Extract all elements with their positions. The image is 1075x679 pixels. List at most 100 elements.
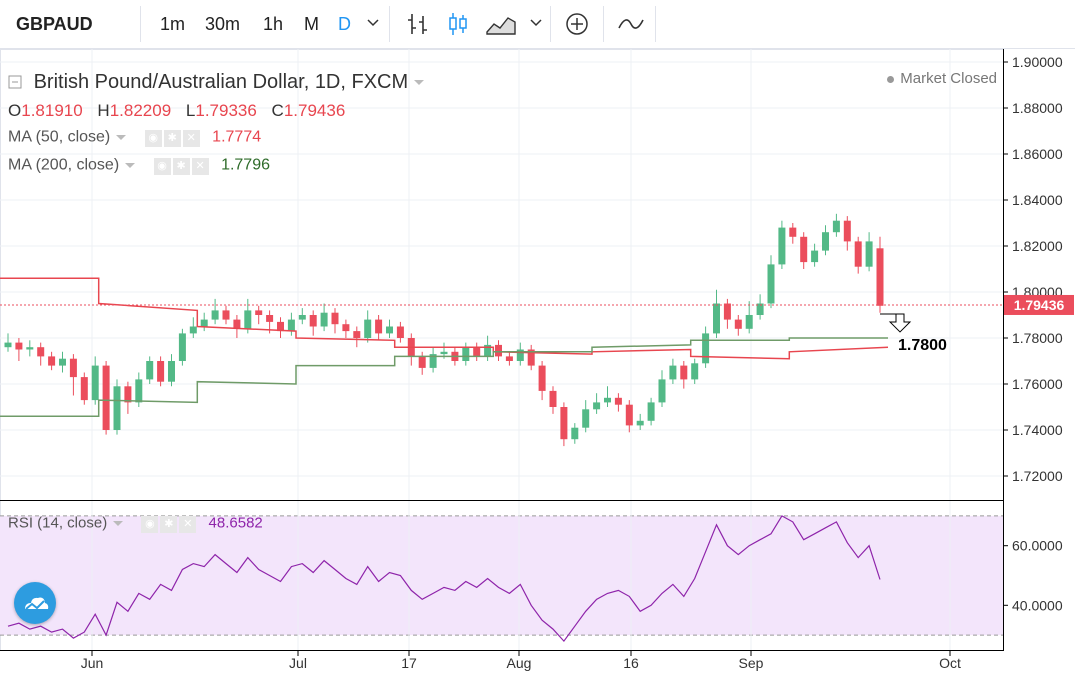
candle-body bbox=[876, 248, 884, 306]
bars-chart-type-icon[interactable] bbox=[405, 10, 431, 38]
candle-body bbox=[734, 319, 742, 329]
toolbar-divider bbox=[140, 6, 141, 42]
rsi-visibility-eye-icon[interactable]: ◉ bbox=[141, 516, 159, 533]
candle-body bbox=[625, 404, 633, 426]
candle-body bbox=[364, 319, 372, 338]
candle-body bbox=[309, 315, 317, 327]
add-comparison-plus-icon[interactable] bbox=[564, 10, 590, 38]
close-value: 1.79436 bbox=[283, 101, 346, 120]
candle-body bbox=[800, 236, 808, 263]
candle-body bbox=[593, 402, 601, 410]
candle-body bbox=[832, 220, 840, 233]
candle-body bbox=[713, 303, 720, 334]
price-tick-label: 1.72000 bbox=[1012, 468, 1063, 484]
market-status-text: Market Closed bbox=[900, 70, 997, 87]
ma200-settings-gear-icon[interactable]: ✱ bbox=[172, 158, 190, 175]
candle-body bbox=[527, 349, 535, 366]
candle-body bbox=[680, 365, 688, 380]
ma200-menu-caret-icon[interactable] bbox=[125, 163, 136, 168]
candle-body bbox=[789, 227, 797, 237]
candle-body bbox=[320, 312, 328, 327]
ma50-remove-close-icon[interactable]: ✕ bbox=[182, 130, 200, 147]
chart-type-dropdown-chevron-icon[interactable] bbox=[530, 18, 542, 28]
interval-1h-button[interactable]: 1h bbox=[263, 14, 284, 34]
candle-body bbox=[200, 319, 208, 327]
interval-d-button[interactable]: D bbox=[338, 14, 351, 34]
interval-m-button[interactable]: M bbox=[304, 14, 319, 34]
ma200-remove-close-icon[interactable]: ✕ bbox=[191, 158, 209, 175]
ma50-menu-caret-icon[interactable] bbox=[116, 135, 127, 140]
ma200-visibility-eye-icon[interactable]: ◉ bbox=[153, 158, 171, 175]
close-label: C bbox=[271, 101, 284, 120]
grid-lines bbox=[0, 49, 1003, 650]
ma50-visibility-eye-icon[interactable]: ◉ bbox=[144, 130, 162, 147]
rsi-settings-gear-icon[interactable]: ✱ bbox=[160, 516, 178, 533]
toolbar-divider bbox=[603, 6, 604, 42]
time-tick-label: Jul bbox=[289, 655, 307, 671]
price-tick-label: 1.88000 bbox=[1012, 100, 1063, 116]
price-chart-canvas[interactable]: 1.900001.880001.860001.840001.820001.800… bbox=[0, 49, 1075, 679]
ma50-label: MA (50, close) bbox=[8, 128, 111, 146]
ohlc-readout: O1.81910 H1.82209 L1.79336 C1.79436 bbox=[8, 101, 355, 121]
ma200-legend[interactable]: MA (200, close) ◉ ✱ ✕ 1.7796 bbox=[8, 156, 270, 175]
interval-30m-button[interactable]: 30m bbox=[205, 14, 241, 34]
candles-series bbox=[4, 213, 884, 447]
candle-body bbox=[189, 326, 197, 334]
candle-body bbox=[102, 365, 110, 430]
candle-body bbox=[124, 386, 132, 403]
moving-average-lines bbox=[0, 277, 889, 417]
candle-body bbox=[462, 347, 470, 361]
candle-body bbox=[647, 402, 655, 421]
price-tick-label: 1.90000 bbox=[1012, 54, 1063, 70]
toolbar-divider bbox=[389, 6, 390, 42]
rsi-menu-caret-icon[interactable] bbox=[113, 521, 124, 526]
candle-body bbox=[222, 310, 230, 320]
candle-body bbox=[658, 379, 666, 403]
candle-body bbox=[723, 303, 731, 320]
candle-body bbox=[298, 315, 306, 320]
last-price-badge bbox=[1004, 294, 1074, 315]
candle-body bbox=[756, 303, 764, 315]
candle-body bbox=[473, 347, 481, 357]
time-tick-label: 17 bbox=[401, 655, 417, 671]
rsi-legend[interactable]: RSI (14, close) ◉ ✱ ✕ 48.6582 bbox=[8, 514, 263, 533]
time-tick-label: 16 bbox=[623, 655, 639, 671]
collapse-legend-icon[interactable] bbox=[8, 75, 22, 89]
candle-body bbox=[604, 397, 611, 403]
tradingview-logo-icon[interactable] bbox=[14, 582, 56, 624]
annotation-label: 1.7800 bbox=[898, 337, 947, 354]
candle-body bbox=[287, 319, 295, 332]
candle-body bbox=[549, 390, 557, 407]
cloud-icon bbox=[25, 597, 49, 610]
symbol-search-button[interactable]: GBPAUD bbox=[16, 14, 93, 34]
candle-body bbox=[822, 232, 829, 251]
down-arrow-icon bbox=[880, 313, 912, 333]
ma50-settings-gear-icon[interactable]: ✱ bbox=[163, 130, 181, 147]
ma50-legend[interactable]: MA (50, close) ◉ ✱ ✕ 1.7774 bbox=[8, 128, 261, 147]
candles-chart-type-icon[interactable] bbox=[445, 10, 471, 38]
price-tick-label: 1.74000 bbox=[1012, 422, 1063, 438]
candle-body bbox=[48, 356, 56, 366]
candle-body bbox=[80, 377, 88, 401]
candle-body bbox=[244, 310, 252, 329]
toolbar-divider bbox=[550, 6, 551, 42]
area-chart-type-icon[interactable] bbox=[485, 10, 517, 38]
candle-body bbox=[560, 407, 568, 440]
rsi-value: 48.6582 bbox=[208, 514, 263, 532]
rsi-remove-close-icon[interactable]: ✕ bbox=[179, 516, 197, 533]
candle-body bbox=[484, 344, 492, 357]
candle-body bbox=[375, 319, 383, 334]
interval-dropdown-chevron-icon[interactable] bbox=[367, 18, 379, 28]
symbol-menu-caret-icon[interactable] bbox=[414, 80, 425, 86]
rsi-series bbox=[7, 515, 881, 643]
candle-body bbox=[135, 379, 143, 403]
candle-body bbox=[266, 315, 274, 322]
open-value: 1.81910 bbox=[21, 101, 83, 120]
interval-1m-button[interactable]: 1m bbox=[160, 14, 186, 34]
candle-body bbox=[429, 354, 437, 368]
candle-body bbox=[778, 227, 786, 265]
indicators-icon[interactable] bbox=[616, 10, 646, 38]
candle-body bbox=[113, 386, 121, 430]
candle-body bbox=[636, 420, 644, 426]
target-annotation: 1.7800 bbox=[880, 313, 947, 354]
